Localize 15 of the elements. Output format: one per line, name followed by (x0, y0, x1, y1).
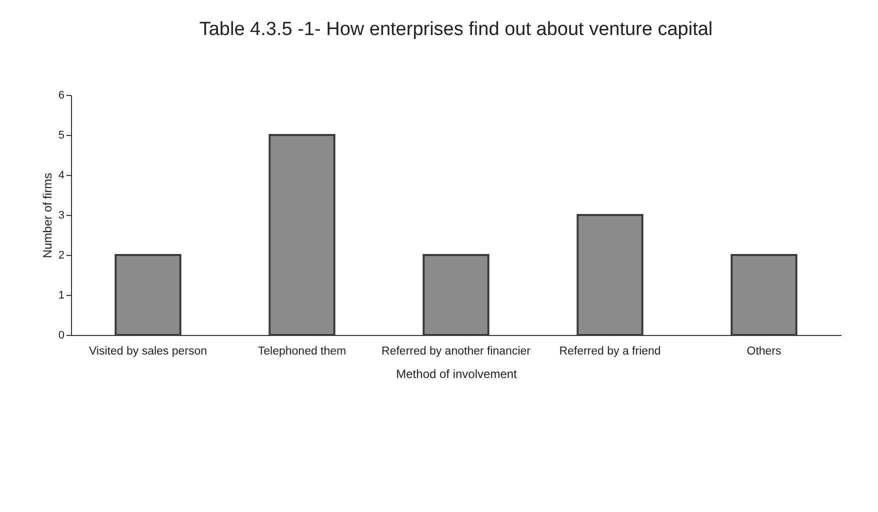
y-tick-label: 2 (58, 250, 64, 262)
y-tick-label: 5 (58, 130, 64, 142)
y-tick-label: 3 (58, 210, 64, 222)
x-tick-label: Telephoned them (258, 346, 346, 358)
x-tick-label: Visited by sales person (88, 346, 208, 358)
y-tick-label: 1 (58, 290, 64, 302)
chart-title: Table 4.3.5 -1- How enterprises find out about venture capital (199, 19, 713, 40)
x-tick-label: Referred by another financier (382, 346, 531, 358)
x-tick-label: Others (746, 346, 782, 358)
y-tick-label: 0 (58, 330, 64, 342)
y-tick-label: 4 (58, 170, 64, 182)
y-axis-title: Number of firms (40, 172, 54, 258)
y-tick-label: 6 (58, 90, 64, 102)
x-axis-title: Method of involvement (396, 367, 518, 381)
x-tick-label: Referred by a friend (559, 346, 661, 358)
